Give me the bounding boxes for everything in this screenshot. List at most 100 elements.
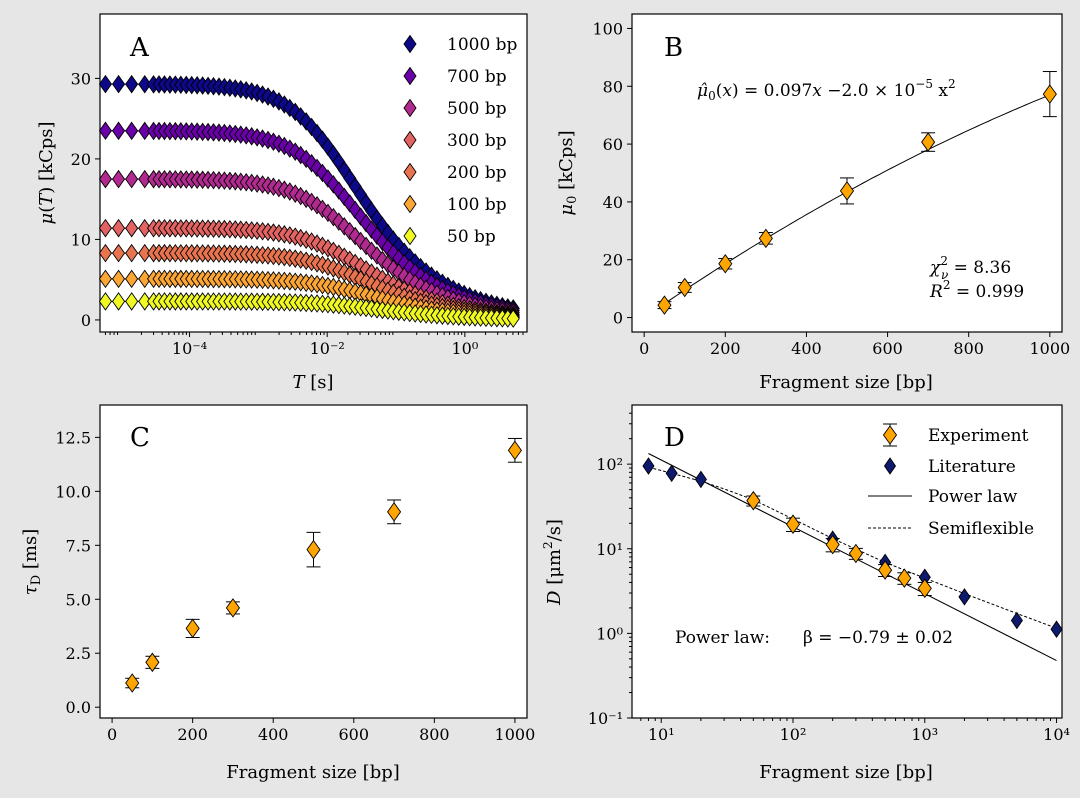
panel-b-point bbox=[1042, 84, 1057, 104]
panel-a-xlabel: T [s] bbox=[292, 372, 333, 393]
panel-c-point bbox=[145, 652, 160, 673]
panel-c-point bbox=[225, 598, 240, 618]
panel-d-legend-marker-experiment bbox=[882, 425, 898, 445]
panel-a-legend-marker bbox=[403, 98, 417, 118]
panel-a-point bbox=[111, 269, 126, 289]
panel-d-xlabel: Fragment size [bp] bbox=[759, 762, 933, 783]
panel-d-legend-label: Power law bbox=[928, 487, 1018, 507]
panel-a-legend-marker bbox=[403, 130, 417, 150]
panel-d-ylabel: D [μm2/s] bbox=[541, 519, 565, 606]
panel-b-xtick-label: 600 bbox=[872, 339, 903, 358]
panel-d-legend-marker-literature bbox=[883, 457, 897, 475]
panel-a-point bbox=[98, 74, 113, 94]
panel-a-ylabel: μ(T) [kCps] bbox=[36, 122, 57, 225]
panel-b-letter: B bbox=[664, 33, 683, 63]
panel-a-point bbox=[125, 121, 139, 141]
panel-b-point bbox=[839, 181, 855, 201]
panel-a-point bbox=[138, 218, 152, 238]
panel-a-point bbox=[98, 218, 113, 238]
panel-d-experiment-point bbox=[878, 560, 893, 580]
panel-c-point bbox=[125, 673, 140, 693]
panel-b-ylabel: μ0 [kCps] bbox=[556, 130, 580, 215]
panel-a-point bbox=[125, 269, 139, 289]
panel-c-ytick-label: 10.0 bbox=[55, 482, 91, 501]
panel-b-ytick-label: 80 bbox=[603, 77, 623, 96]
panel-b-chi2: χ2 ν = 8.36 bbox=[929, 254, 1011, 282]
panel-a-point bbox=[138, 74, 152, 94]
panel-c-xtick-label: 600 bbox=[339, 725, 370, 744]
panel-d-literature-point bbox=[1010, 611, 1023, 630]
panel-b: B 0 200 400 600 800 1000 0 20 40 60 80 100 μ̂0(x) =… bbox=[556, 13, 1070, 393]
panel-a-legend-label: 500 bp bbox=[447, 99, 507, 119]
panel-a-point bbox=[138, 292, 152, 311]
panel-a-point bbox=[98, 243, 113, 263]
panel-b-point bbox=[921, 132, 936, 152]
panel-a-legend-marker bbox=[403, 34, 417, 54]
panel-b-point bbox=[758, 228, 773, 249]
panel-d-annotation-value: β = −0.79 ± 0.02 bbox=[803, 628, 953, 648]
panel-a-point bbox=[111, 74, 126, 94]
panel-a-legend-marker bbox=[403, 226, 417, 246]
panel-c-ylabel: τD [ms] bbox=[20, 529, 44, 595]
panel-b-point bbox=[718, 254, 733, 274]
panel-a-point bbox=[111, 218, 126, 238]
panel-a-point bbox=[111, 243, 126, 263]
panel-d-experiment-point bbox=[785, 514, 801, 534]
panel-a-point bbox=[111, 169, 126, 189]
panel-d-ytick-label: 10² bbox=[596, 455, 623, 474]
panel-a-point bbox=[98, 169, 113, 189]
panel-b-ytick-label: 60 bbox=[603, 135, 623, 154]
panel-a-xtick-label: 10⁻⁴ bbox=[172, 339, 207, 358]
panel-a-ytick-label: 10 bbox=[71, 230, 91, 249]
panel-a-point bbox=[138, 269, 152, 289]
panel-d-literature-point bbox=[958, 588, 971, 606]
panel-a-ytick-label: 20 bbox=[71, 150, 91, 169]
panel-a-point bbox=[98, 269, 113, 289]
panel-d-xtick-label: 10² bbox=[780, 725, 807, 744]
panel-d-experiment-point bbox=[746, 490, 761, 511]
panel-d-literature-point bbox=[642, 457, 655, 475]
panel-c-point bbox=[185, 618, 200, 639]
panel-d: D 10¹ 10² 10³ 10⁴ 10⁻¹ 10⁰ 10¹ 10² Experiment Li… bbox=[541, 404, 1070, 783]
panel-a-legend-label: 700 bp bbox=[447, 67, 507, 87]
panel-d-experiment-point bbox=[897, 568, 912, 588]
panel-d-xtick-label: 10⁴ bbox=[1043, 725, 1070, 744]
panel-a-point bbox=[98, 121, 113, 141]
panel-d-literature-point bbox=[694, 470, 707, 489]
panel-a-point bbox=[98, 292, 113, 311]
panel-a-ytick-label: 30 bbox=[71, 69, 91, 88]
panel-c-ytick-label: 5.0 bbox=[66, 590, 91, 609]
panel-b-point bbox=[677, 277, 692, 298]
panel-c-ytick-label: 12.5 bbox=[55, 428, 91, 447]
panel-c: C 0 200 400 600 800 10000.02.55.07.510.012.5 … bbox=[20, 404, 536, 783]
panel-d-literature-point bbox=[665, 464, 678, 483]
panel-d-semiflexible-line bbox=[648, 466, 1057, 629]
panel-a-letter: A bbox=[129, 33, 150, 63]
panel-a-point bbox=[111, 292, 126, 311]
panel-c-letter: C bbox=[130, 423, 150, 453]
panel-c-ytick-label: 7.5 bbox=[66, 536, 91, 555]
panel-d-experiment-point bbox=[848, 543, 863, 564]
panel-c-xtick-label: 1000 bbox=[495, 725, 536, 744]
panel-a-legend-label: 1000 bp bbox=[447, 35, 518, 55]
panel-d-ytick-label: 10¹ bbox=[596, 540, 623, 559]
panel-a-legend-label: 100 bp bbox=[447, 195, 507, 215]
panel-d-annotation-label: Power law: bbox=[675, 628, 770, 648]
panel-d-xtick-label: 10³ bbox=[911, 725, 938, 744]
panel-a-point bbox=[138, 243, 152, 263]
panel-c-xtick-label: 800 bbox=[419, 725, 450, 744]
panel-b-formula: μ̂0(x) = 0.097x −2.0 × 10−5 x2 bbox=[697, 77, 956, 103]
panel-a-legend-label: 300 bp bbox=[447, 131, 507, 151]
panel-c-ytick-label: 2.5 bbox=[66, 644, 91, 663]
panel-d-literature-point bbox=[1050, 620, 1063, 639]
panel-b-ytick-label: 20 bbox=[603, 251, 623, 270]
panel-d-xtick-label: 10¹ bbox=[648, 725, 675, 744]
panel-b-point bbox=[657, 295, 672, 315]
panel-a-legend-label: 200 bp bbox=[447, 163, 507, 183]
panel-a-point bbox=[138, 169, 152, 189]
panel-c-point bbox=[387, 502, 402, 522]
panel-c-xtick-label: 400 bbox=[258, 725, 289, 744]
panel-a-ytick-label: 0 bbox=[81, 311, 91, 330]
panel-c-xlabel: Fragment size [bp] bbox=[226, 762, 400, 783]
